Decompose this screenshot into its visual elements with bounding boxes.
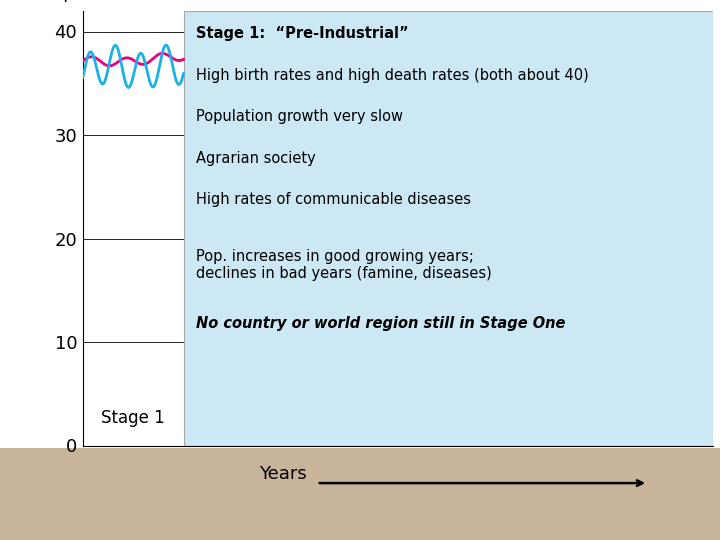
Text: Stage 1: Stage 1 xyxy=(102,409,165,427)
Text: Population growth very slow: Population growth very slow xyxy=(196,109,403,124)
Text: Rate per 1000: Rate per 1000 xyxy=(19,0,138,2)
Text: Stage 1:  “Pre-Industrial”: Stage 1: “Pre-Industrial” xyxy=(196,26,409,42)
Text: High rates of communicable diseases: High rates of communicable diseases xyxy=(196,192,471,207)
Text: Pop. increases in good growing years;
declines in bad years (famine, diseases): Pop. increases in good growing years; de… xyxy=(196,249,492,281)
Text: Agrarian society: Agrarian society xyxy=(196,151,316,166)
Text: Years: Years xyxy=(259,465,307,483)
Text: No country or world region still in Stage One: No country or world region still in Stag… xyxy=(196,316,566,331)
Text: High birth rates and high death rates (both about 40): High birth rates and high death rates (b… xyxy=(196,68,589,83)
Bar xyxy=(184,11,713,446)
